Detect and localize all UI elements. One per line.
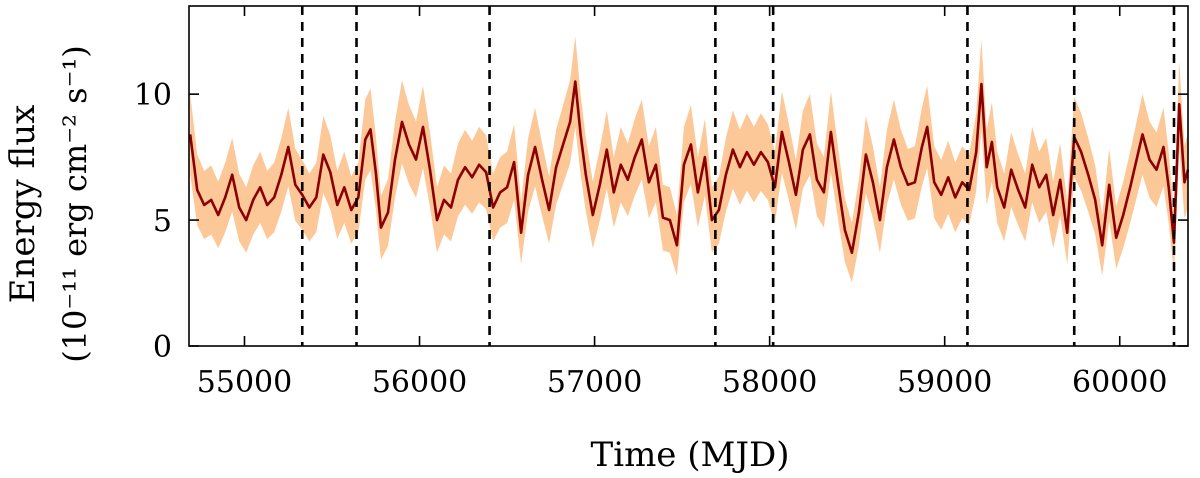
x-tick-label-60000: 60000 — [1072, 365, 1167, 400]
y-tick-label-0: 0 — [153, 330, 172, 365]
flux-uncertainty-band — [190, 36, 1188, 283]
flux-line-layer — [188, 80, 1190, 255]
ticks-layer: 55000 56000 57000 58000 59000 60000 0 5 10 — [134, 6, 1188, 400]
y-tick-label-5: 5 — [153, 204, 172, 239]
vertical-marker-layer — [300, 6, 1176, 346]
x-tick-label-56000: 56000 — [372, 365, 467, 400]
x-tick-label-55000: 55000 — [197, 365, 292, 400]
axes-frame — [188, 5, 1189, 347]
x-tick-label-58000: 58000 — [722, 365, 817, 400]
x-axis-title: Time (MJD) — [591, 435, 790, 475]
x-tick-label-57000: 57000 — [547, 365, 642, 400]
y-axis-title-line2: (10⁻¹¹ erg cm⁻² s⁻¹) — [56, 45, 94, 363]
y-axis-title-line1: Energy flux — [3, 105, 43, 304]
y-tick-label-10: 10 — [134, 78, 172, 113]
plot-frame — [188, 5, 1189, 347]
uncertainty-band-layer — [190, 36, 1188, 283]
flux-line — [188, 80, 1190, 255]
x-tick-label-59000: 59000 — [897, 365, 992, 400]
